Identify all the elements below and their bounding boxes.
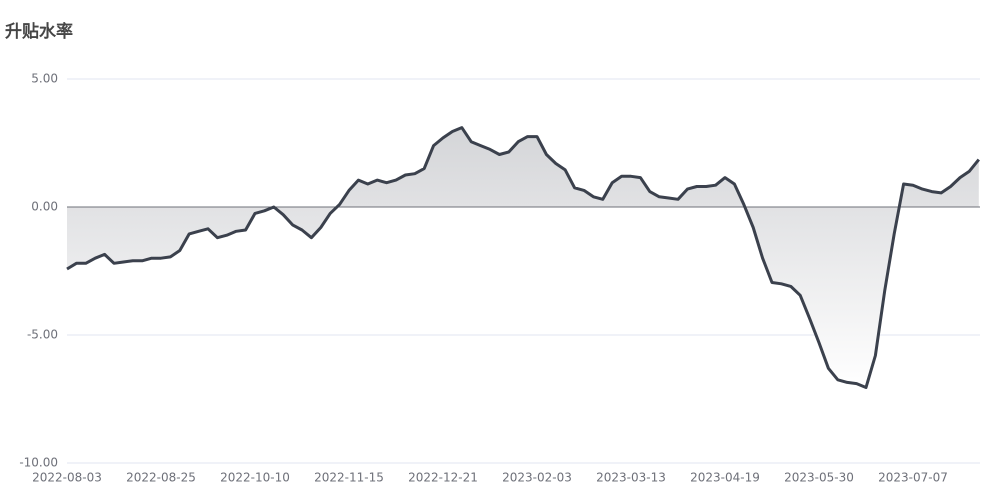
x-tick-label: 2022-08-25 — [126, 471, 196, 485]
x-tick-label: 2023-03-13 — [596, 471, 666, 485]
y-tick-label: 0.00 — [31, 200, 58, 214]
y-tick-label: 5.00 — [31, 72, 58, 86]
chart-title: 升贴水率 — [5, 21, 73, 42]
area — [67, 127, 979, 388]
x-tick-label: 2023-04-19 — [690, 471, 760, 485]
y-tick-label: -5.00 — [27, 328, 58, 342]
x-tick-label: 2022-08-03 — [32, 471, 102, 485]
line — [66, 126, 980, 389]
x-tick-label: 2022-10-10 — [220, 471, 290, 485]
x-tick-label: 2022-11-15 — [314, 471, 384, 485]
x-tick-label: 2023-02-03 — [502, 471, 572, 485]
x-tick-label: 2023-05-30 — [784, 471, 854, 485]
y-tick-label: -10.00 — [19, 456, 58, 470]
x-tick-label: 2023-07-07 — [878, 471, 948, 485]
x-tick-label: 2022-12-21 — [408, 471, 478, 485]
